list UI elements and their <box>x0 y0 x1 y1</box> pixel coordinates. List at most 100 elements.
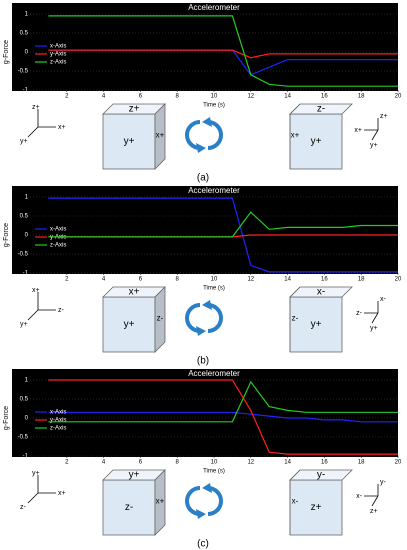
axis-label: x- <box>356 493 363 500</box>
cube-side <box>289 469 301 535</box>
cube-side <box>289 286 301 352</box>
x-tick-label: 8 <box>176 94 180 100</box>
axis-label: z- <box>356 310 363 317</box>
arrow-head <box>196 509 206 519</box>
x-tick-label: 8 <box>176 460 180 466</box>
axis-glyph <box>364 118 379 141</box>
cube-top-label: y+ <box>129 470 140 481</box>
axis-label: y+ <box>370 325 378 332</box>
cube-front-label: y+ <box>124 319 135 330</box>
cube-top-label: z- <box>317 104 325 115</box>
cube-front-label: z- <box>125 502 133 513</box>
y-tick-label: -1 <box>23 88 29 94</box>
cube-side <box>154 286 166 353</box>
cube-front <box>289 479 343 536</box>
rotate-arrow <box>185 120 201 150</box>
arrow-head <box>196 143 206 153</box>
y-axis-label: g-Force <box>3 223 10 247</box>
plot-area <box>12 186 398 274</box>
cube-front <box>289 113 343 170</box>
cube-side-label: x- <box>292 497 299 506</box>
cube-front <box>289 296 343 353</box>
x-tick-label: 2 <box>65 94 69 100</box>
cube-side-label: z- <box>157 314 164 323</box>
legend-label: y-Axis <box>50 52 66 58</box>
legend-label: z-Axis <box>50 60 66 66</box>
rotate-arrow <box>185 303 201 333</box>
cube-top-label: x+ <box>129 287 140 298</box>
x-tick-label: 10 <box>211 277 218 283</box>
legend-label: y-Axis <box>50 235 66 241</box>
x-tick-label: 18 <box>358 277 365 283</box>
arrow-head <box>202 117 212 127</box>
axis-glyph <box>364 484 379 507</box>
cube-top-label: z+ <box>129 104 140 115</box>
x-tick-label: 16 <box>321 277 328 283</box>
cube-top-label: y- <box>317 470 325 481</box>
series-line <box>48 15 398 87</box>
axis-label: z+ <box>32 104 40 111</box>
axis-label: x- <box>380 296 387 303</box>
x-tick-label: 2 <box>65 460 69 466</box>
x-tick-label: 12 <box>247 94 254 100</box>
cube-side-label: x+ <box>156 131 165 140</box>
x-tick-label: 10 <box>211 460 218 466</box>
y-axis-label: g-Force <box>3 406 10 430</box>
y-tick-label: -0.5 <box>18 69 29 75</box>
cube-front <box>102 113 156 170</box>
y-tick-label: -0.5 <box>18 435 29 441</box>
y-tick-label: 0.5 <box>20 214 29 220</box>
y-tick-label: 1 <box>25 12 29 18</box>
x-tick-label: 6 <box>139 277 143 283</box>
y-tick-label: -0.5 <box>18 252 29 258</box>
series-line <box>48 211 398 238</box>
cube-side <box>289 103 301 169</box>
axis-label: y+ <box>370 142 378 149</box>
x-axis-label: Time (s) <box>203 103 225 109</box>
axis-label: z+ <box>370 508 378 515</box>
y-tick-label: -1 <box>23 271 29 277</box>
arrow-head <box>202 300 212 310</box>
cube-front-label: y+ <box>311 319 322 330</box>
y-tick-label: 0 <box>25 233 29 239</box>
axis-glyph <box>27 475 56 504</box>
y-tick-label: 1 <box>25 195 29 201</box>
axis-glyph <box>27 109 56 138</box>
x-tick-label: 20 <box>395 277 402 283</box>
x-tick-label: 12 <box>247 277 254 283</box>
chart-title: Accelerometer <box>188 369 240 378</box>
x-tick-label: 14 <box>284 277 291 283</box>
x-tick-label: 16 <box>321 94 328 100</box>
plot-area <box>12 369 398 457</box>
axis-label: x+ <box>58 490 66 497</box>
y-tick-label: 1 <box>25 378 29 384</box>
axis-label: z- <box>58 307 65 314</box>
legend-label: x-Axis <box>50 410 66 416</box>
series-line <box>48 49 398 59</box>
x-tick-label: 4 <box>102 460 106 466</box>
axis-label: z+ <box>380 113 388 120</box>
x-tick-label: 12 <box>247 460 254 466</box>
legend-label: z-Axis <box>50 243 66 249</box>
y-axis-label: g-Force <box>3 40 10 64</box>
arrow-head <box>202 483 212 493</box>
y-tick-label: -1 <box>23 454 29 460</box>
axis-label: x+ <box>354 127 362 134</box>
x-tick-label: 2 <box>65 277 69 283</box>
axis-label: y+ <box>32 470 40 477</box>
axis-label: y+ <box>20 138 28 145</box>
axis-glyph <box>364 301 379 324</box>
rotate-arrow <box>207 486 223 516</box>
x-tick-label: 6 <box>139 460 143 466</box>
rotate-arrow <box>207 120 223 150</box>
x-tick-label: 10 <box>211 94 218 100</box>
x-tick-label: 18 <box>358 460 365 466</box>
cube-front-label: y+ <box>124 136 135 147</box>
x-axis-label: Time (s) <box>203 469 225 475</box>
x-tick-label: 8 <box>176 277 180 283</box>
axis-glyph <box>27 292 56 321</box>
cube-side <box>154 469 166 536</box>
cube-top-label: x- <box>317 287 325 298</box>
axis-label: x+ <box>32 287 40 294</box>
cube-side-label: z- <box>292 314 299 323</box>
